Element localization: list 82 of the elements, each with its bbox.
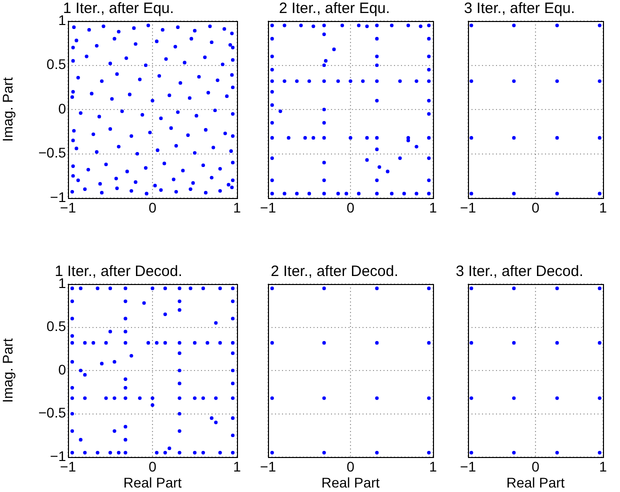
point [470,286,474,290]
point [555,396,559,400]
x-tick-label: 0 [148,199,157,216]
x-tick-label: 0 [532,458,540,474]
point [375,286,379,290]
point [322,286,326,290]
x-tick-label: −1 [460,458,476,474]
y-tick-label: 0 [58,361,66,378]
point [322,450,326,454]
y-tick-label: 1 [58,274,66,291]
point [598,136,602,140]
chart-title: 2 Iter., after Equ. [279,0,390,18]
point [512,286,516,290]
point [555,192,559,196]
point [427,286,431,290]
x-axis-title: Real Part [321,474,380,490]
point [598,192,602,196]
point [375,450,379,454]
x-tick-label: 0 [148,458,157,474]
point [270,286,274,290]
x-tick-label: 0 [532,199,540,216]
point [512,396,516,400]
y-tick-label: 0 [58,100,66,116]
point [512,24,516,28]
point [375,341,379,345]
point [470,450,474,454]
point [470,192,474,196]
x-tick-label: 1 [429,199,438,216]
point [512,79,516,83]
y-tick-label: −0.5 [38,144,66,161]
x-axis-title: Real Part [506,474,565,490]
y-axis-title: Imag. Part [0,338,16,403]
point [598,341,602,345]
point [427,396,431,400]
point [598,286,602,290]
point [512,136,516,140]
point [555,341,559,345]
x-tick-label: −1 [260,458,276,474]
y-tick-label: 0.5 [46,56,66,72]
point [555,79,559,83]
x-tick-label: 1 [429,458,438,474]
point [270,396,274,400]
x-tick-label: 1 [233,199,242,216]
x-tick-label: −1 [460,199,476,216]
y-tick-label: 0.5 [46,318,66,334]
x-tick-label: 1 [599,199,608,216]
point [598,450,602,454]
x-tick-label: 1 [599,458,608,474]
point [512,192,516,196]
point [555,450,559,454]
y-axis-title: Imag. Part [0,77,16,142]
y-tick-label: −0.5 [38,404,66,421]
point [375,396,379,400]
point [427,341,431,345]
point [322,396,326,400]
chart-title: 2 Iter., after Decod. [270,263,398,280]
chart-title: 3 Iter., after Decod. [456,263,584,280]
point [470,341,474,345]
point [470,396,474,400]
point [555,24,559,28]
x-tick-label: 0 [346,199,355,216]
point [470,79,474,83]
point [555,286,559,290]
y-tick-label: −1 [50,448,66,464]
point [270,341,274,345]
point [270,450,274,454]
chart-title: 3 Iter., after Equ. [464,0,575,18]
point [427,450,431,454]
x-tick-label: 0 [346,458,355,474]
x-axis-title: Real Part [123,474,182,490]
point [470,24,474,28]
point [512,341,516,345]
point [555,136,559,140]
point [598,79,602,83]
x-tick-label: 1 [233,458,242,474]
point [598,396,602,400]
point [598,24,602,28]
y-tick-label: −1 [50,188,66,205]
x-tick-label: −1 [260,199,276,216]
point [470,136,474,140]
point [322,341,326,345]
point [512,450,516,454]
